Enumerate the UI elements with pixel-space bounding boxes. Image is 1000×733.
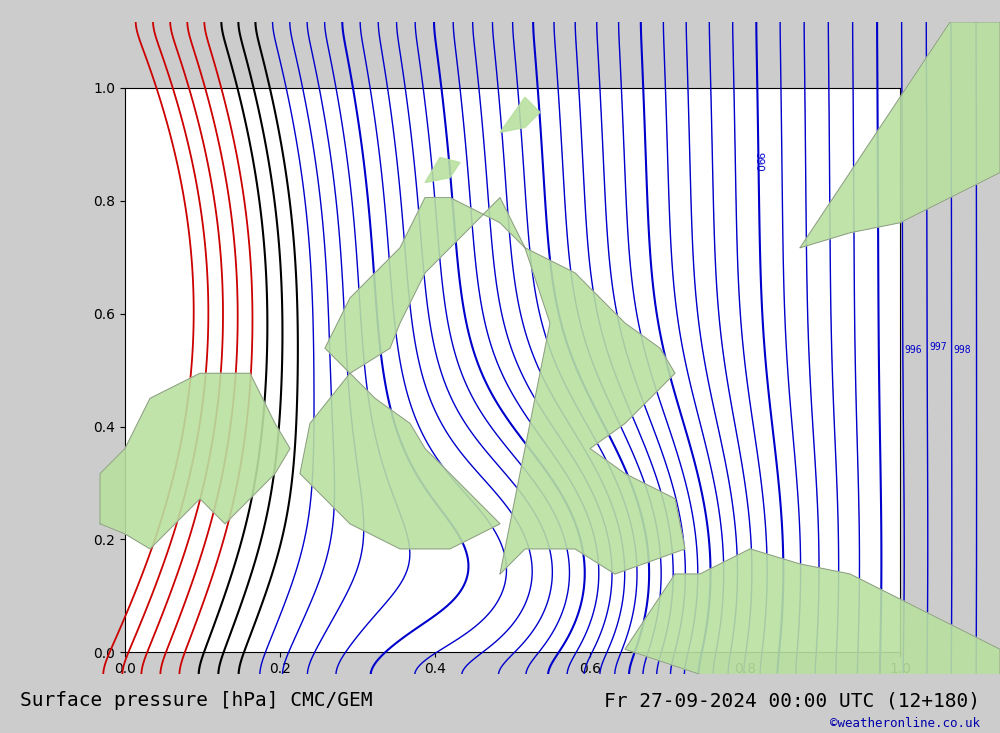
Polygon shape [800,22,1000,248]
Text: Fr 27-09-2024 00:00 UTC (12+180): Fr 27-09-2024 00:00 UTC (12+180) [604,691,980,710]
Polygon shape [625,549,1000,674]
Point [0,668,8,680]
Point [0,668,8,680]
Polygon shape [100,373,290,549]
Point [0,668,8,680]
Point [0,668,8,680]
Point [0,668,8,680]
Point [0,668,8,680]
Text: Surface pressure [hPa] CMC/GEM: Surface pressure [hPa] CMC/GEM [20,691,372,710]
Point [0,668,8,680]
Text: ©weatheronline.co.uk: ©weatheronline.co.uk [830,717,980,730]
Text: 996: 996 [905,345,922,355]
Point [0,668,8,680]
Text: 990: 990 [753,152,764,172]
Point [0,668,8,680]
Polygon shape [300,198,685,574]
Point [0,668,8,680]
Point [0,668,8,680]
Point [0,668,8,680]
Point [0,668,8,680]
Point [0,668,8,680]
Polygon shape [500,97,540,133]
Text: 998: 998 [954,345,971,355]
Polygon shape [425,158,460,183]
Point [0,668,8,680]
Point [0,668,8,680]
Text: 997: 997 [929,342,947,352]
Point [0,668,8,680]
Point [0,668,8,680]
